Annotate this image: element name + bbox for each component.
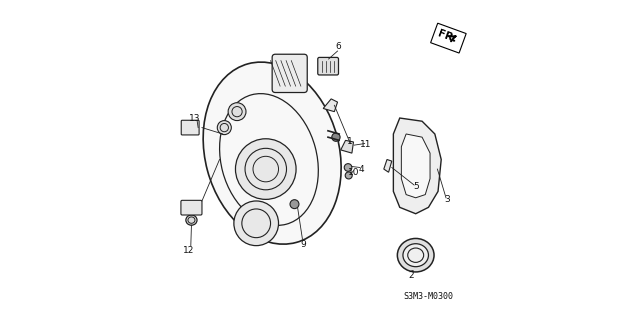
Ellipse shape <box>186 215 197 225</box>
FancyBboxPatch shape <box>181 200 202 215</box>
Text: 13: 13 <box>189 114 201 122</box>
Text: 6: 6 <box>335 42 341 51</box>
FancyBboxPatch shape <box>181 120 199 135</box>
Circle shape <box>344 164 352 171</box>
Circle shape <box>234 201 278 246</box>
FancyBboxPatch shape <box>318 57 339 75</box>
Polygon shape <box>394 118 441 214</box>
Circle shape <box>218 121 231 135</box>
FancyBboxPatch shape <box>272 54 307 93</box>
Text: 2: 2 <box>408 271 413 280</box>
Polygon shape <box>340 140 353 153</box>
Polygon shape <box>323 99 337 112</box>
Circle shape <box>345 172 352 179</box>
Polygon shape <box>431 23 466 53</box>
Polygon shape <box>384 160 392 172</box>
Circle shape <box>290 200 299 209</box>
Text: 10: 10 <box>348 168 360 177</box>
Text: 9: 9 <box>300 240 306 249</box>
Circle shape <box>228 103 246 121</box>
Text: S3M3-M0300: S3M3-M0300 <box>403 292 454 301</box>
Circle shape <box>332 133 340 141</box>
Text: FR.: FR. <box>436 29 458 45</box>
Text: 12: 12 <box>183 246 195 255</box>
Circle shape <box>236 139 296 199</box>
Ellipse shape <box>203 62 341 244</box>
Text: 3: 3 <box>445 195 451 204</box>
Text: 1: 1 <box>348 137 353 146</box>
Polygon shape <box>401 134 430 198</box>
Text: 5: 5 <box>413 182 419 191</box>
Ellipse shape <box>403 244 428 267</box>
Text: 11: 11 <box>360 140 371 149</box>
Text: 4: 4 <box>358 165 364 174</box>
Ellipse shape <box>397 239 434 272</box>
